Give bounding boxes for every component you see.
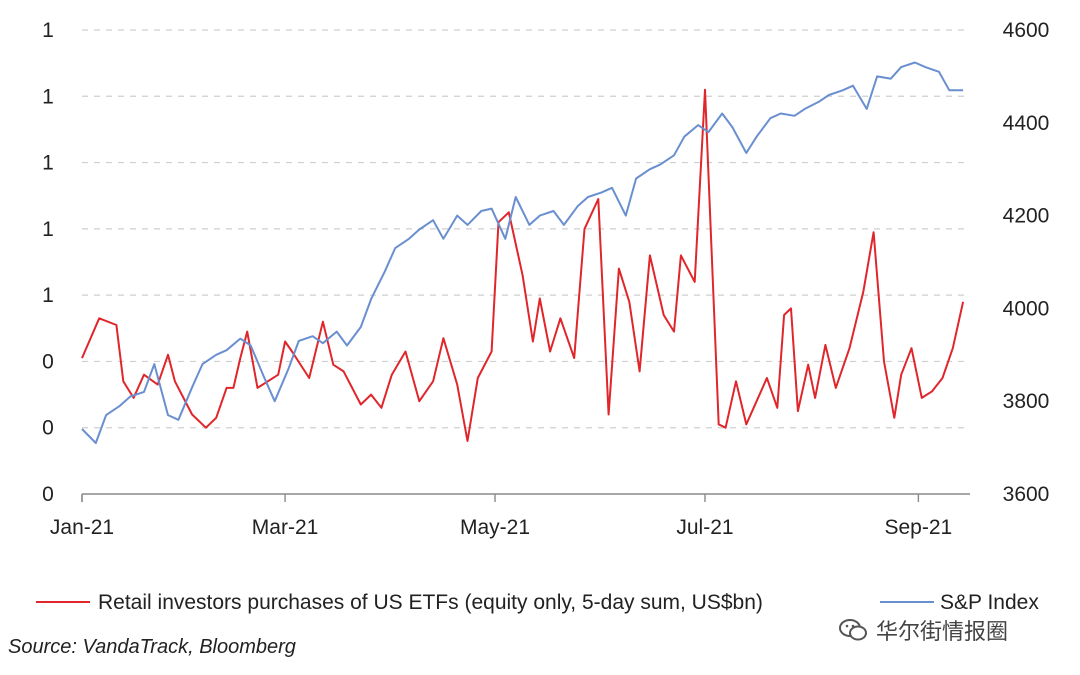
left-tick-label: 0 xyxy=(42,483,54,506)
left-tick-label: 1 xyxy=(42,19,54,42)
watermark: 华尔街情报圈 xyxy=(838,614,1008,646)
legend: Retail investors purchases of US ETFs (e… xyxy=(36,591,1039,614)
left-tick-label: 1 xyxy=(42,85,54,108)
legend-label-retail: Retail investors purchases of US ETFs (e… xyxy=(98,591,763,614)
x-tick-label: May-21 xyxy=(460,516,530,539)
wechat-icon xyxy=(839,619,867,641)
left-tick-label: 1 xyxy=(42,152,54,175)
source-note: Source: VandaTrack, Bloomberg xyxy=(8,636,296,658)
x-tick-label: Jan-21 xyxy=(50,516,114,539)
right-tick-label: 3600 xyxy=(1003,483,1050,506)
gridlines xyxy=(82,29,970,429)
right-tick-label: 4000 xyxy=(1003,297,1050,320)
x-tick-label: Jul-21 xyxy=(676,516,733,539)
left-axis-ticks: 0 0 0 1 1 1 1 1 xyxy=(42,19,54,506)
left-tick-label: 0 xyxy=(42,350,54,373)
right-tick-label: 4200 xyxy=(1003,205,1050,228)
right-axis-ticks: 3600 3800 4000 4200 4400 4600 xyxy=(1003,19,1050,506)
series-line-retail-etf xyxy=(81,88,965,442)
axes xyxy=(81,493,970,502)
right-tick-label: 3800 xyxy=(1003,390,1050,413)
series-lines xyxy=(81,61,965,444)
series-line-sp-index xyxy=(81,61,964,444)
x-tick-label: Mar-21 xyxy=(252,516,319,539)
left-tick-label: 0 xyxy=(42,417,54,440)
left-tick-label: 1 xyxy=(42,218,54,241)
watermark-text: 华尔街情报圈 xyxy=(876,620,1009,645)
legend-label-sp: S&P Index xyxy=(940,591,1039,614)
right-tick-label: 4600 xyxy=(1003,19,1050,42)
x-axis-ticks: Jan-21 Mar-21 May-21 Jul-21 Sep-21 xyxy=(50,516,952,539)
x-tick-label: Sep-21 xyxy=(885,516,953,539)
left-tick-label: 1 xyxy=(42,284,54,307)
right-tick-label: 4400 xyxy=(1003,112,1050,135)
